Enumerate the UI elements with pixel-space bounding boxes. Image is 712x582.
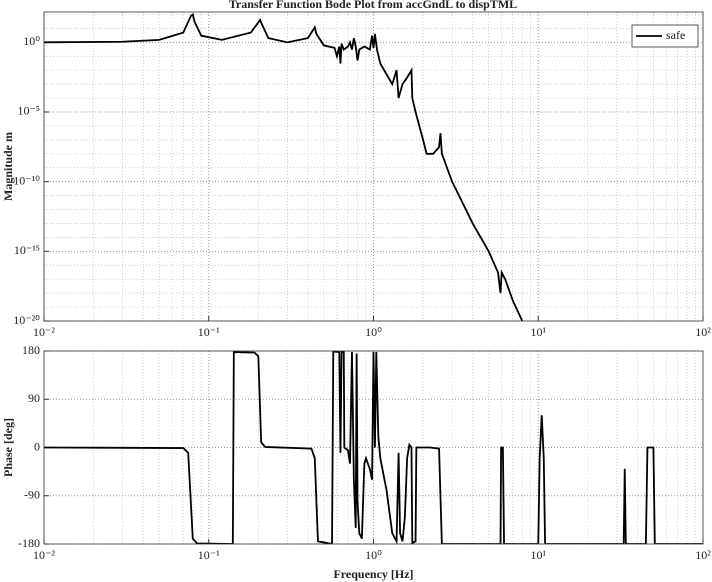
chart-title: Transfer Function Bode Plot from accGndL…: [229, 0, 517, 11]
plot-area: [44, 12, 703, 321]
y-tick-label: 180: [22, 343, 40, 357]
plot-frame: [43, 11, 704, 322]
x-tick-label: 10⁰: [365, 325, 382, 339]
x-tick-label: 10⁻¹: [198, 325, 220, 339]
legend-box: [631, 24, 699, 48]
x-tick-label: 10¹: [530, 325, 546, 339]
y-tick-label: 10⁻⁵: [17, 104, 40, 118]
lines: [44, 351, 703, 544]
x-tick-label: 10¹: [530, 548, 546, 562]
y-tick-label: 90: [28, 391, 40, 405]
legend-label: safe: [666, 28, 685, 42]
x-tick-label: 10²: [695, 325, 711, 339]
y-axis-label: Phase [deg]: [1, 418, 15, 477]
lines: [44, 12, 524, 321]
y-tick-label: 0: [34, 439, 40, 453]
y-tick-label: -180: [18, 536, 40, 550]
y-tick-label: 10⁻¹⁰: [13, 173, 40, 187]
y-tick-label: 10⁰: [23, 34, 40, 48]
x-tick-label: 10⁻¹: [198, 548, 220, 562]
series-line: [44, 351, 703, 544]
x-tick-label: 10⁻²: [33, 325, 55, 339]
x-tick-label: 10²: [695, 548, 711, 562]
y-tick-label: -90: [24, 488, 40, 502]
y-tick-label: 10⁻¹⁵: [14, 243, 40, 257]
plot-frame: [43, 350, 704, 545]
y-axis-label: Magnitude m: [1, 132, 15, 201]
y-tick-label: 10⁻²⁰: [13, 313, 40, 327]
series-line: [44, 12, 524, 321]
x-tick-label: 10⁻²: [33, 548, 55, 562]
x-axis-label: Frequency [Hz]: [333, 567, 413, 581]
x-tick-label: 10⁰: [365, 548, 382, 562]
